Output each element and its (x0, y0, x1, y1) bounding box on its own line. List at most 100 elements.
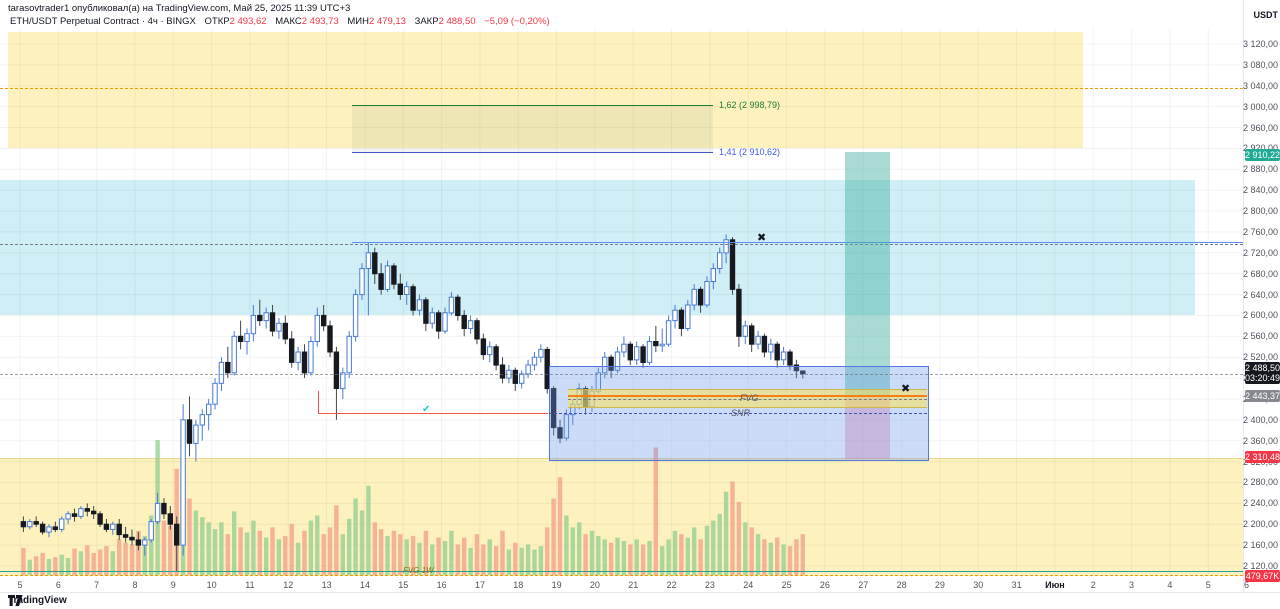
time-tick[interactable]: 7 (94, 580, 100, 590)
volume-bar (468, 547, 473, 575)
volume-bar (27, 559, 32, 575)
time-tick[interactable]: Июн (1045, 580, 1065, 590)
candle-body (614, 351, 621, 371)
cross-icon[interactable]: ✖ (901, 383, 911, 395)
time-tick[interactable]: 21 (628, 580, 639, 590)
time-tick[interactable]: 23 (704, 580, 715, 590)
volume-bar (353, 498, 358, 575)
volume-bar (640, 544, 646, 575)
time-tick[interactable]: 6 (1244, 580, 1250, 590)
volume-bar (570, 527, 575, 575)
time-tick[interactable]: 17 (474, 580, 485, 590)
time-tick[interactable]: 6 (55, 580, 61, 590)
volume-bar (340, 534, 345, 575)
volume-bar (423, 530, 429, 575)
volume-bar (302, 530, 307, 575)
volume-bar (232, 511, 237, 576)
volume-bar (391, 530, 397, 575)
candle-body (538, 348, 544, 358)
price-tick: 3 120,00 (1242, 39, 1278, 49)
time-tick[interactable]: 16 (436, 580, 447, 590)
volume-bar (698, 539, 703, 575)
candle-body (653, 341, 659, 347)
time-tick[interactable]: 27 (858, 580, 869, 590)
time-tick[interactable]: 30 (973, 580, 984, 590)
time-tick[interactable]: 25 (781, 580, 792, 590)
candle-body (634, 346, 640, 361)
candle-body (544, 348, 550, 390)
candle-body (429, 312, 436, 324)
time-tick[interactable]: 9 (170, 580, 176, 590)
volume-bar (430, 544, 435, 575)
candle-body (659, 343, 665, 347)
volume-bar (723, 491, 729, 575)
candle-body (314, 314, 321, 342)
candle-body (493, 346, 499, 366)
volume-bar (564, 515, 569, 575)
candle-body (391, 265, 397, 285)
candle-body (225, 361, 231, 374)
time-tick[interactable]: 28 (896, 580, 907, 590)
candle-body (384, 265, 391, 290)
time-tick[interactable]: 20 (589, 580, 600, 590)
time-tick[interactable]: 15 (398, 580, 409, 590)
time-tick[interactable]: 8 (132, 580, 138, 590)
time-tick[interactable]: 10 (206, 580, 217, 590)
time-tick[interactable]: 3 (1129, 580, 1135, 590)
time-tick[interactable]: 31 (1011, 580, 1022, 590)
candle-body (71, 513, 78, 517)
time-tick[interactable]: 24 (743, 580, 754, 590)
candle-body (295, 351, 301, 363)
price-tick: 2 280,00 (1242, 477, 1278, 488)
tradingview-logo[interactable]: TradingView (8, 595, 67, 606)
candle-body (33, 521, 39, 525)
time-tick[interactable]: 19 (551, 580, 562, 590)
candle-body (640, 346, 646, 363)
candle-body (154, 502, 161, 523)
candle-body (212, 382, 218, 405)
volume-bar (711, 520, 716, 575)
volume-bar (589, 530, 595, 575)
volume-bar (436, 537, 441, 575)
cross-icon[interactable]: ✖ (757, 232, 767, 244)
volume-bar (717, 513, 722, 575)
volume-bar (295, 542, 301, 575)
volume-bar (327, 527, 333, 575)
candle-body (519, 373, 525, 384)
time-tick[interactable]: 22 (666, 580, 677, 590)
candle-body (646, 341, 653, 363)
candle-body (448, 296, 455, 314)
price-tick: 2 960,00 (1242, 122, 1278, 133)
symbol-legend[interactable]: ETH/USDT Perpetual Contract · 4ч · BINGX… (10, 16, 550, 27)
volume-bar (634, 539, 639, 575)
time-tick[interactable]: 2 (1090, 580, 1096, 590)
high-label: МАКС (275, 16, 302, 27)
time-tick[interactable]: 5 (1205, 580, 1211, 590)
volume-bar (321, 534, 326, 575)
volume-bar (117, 539, 122, 575)
time-tick[interactable]: 14 (359, 580, 370, 590)
time-tick[interactable]: 4 (1167, 580, 1173, 590)
time-tick[interactable]: 5 (17, 580, 23, 590)
time-tick[interactable]: 26 (819, 580, 830, 590)
time-tick[interactable]: 12 (283, 580, 294, 590)
time-tick[interactable]: 18 (513, 580, 524, 590)
time-tick[interactable]: 13 (321, 580, 332, 590)
open-value: 2 493,62 (229, 16, 267, 27)
volume-bar (410, 535, 416, 575)
time-tick[interactable]: 11 (245, 580, 255, 590)
candle-body (665, 320, 672, 345)
time-tick[interactable]: 29 (934, 580, 945, 590)
volume-bar (398, 534, 403, 575)
volume-bar (315, 515, 320, 575)
close-label: ЗАКР (414, 16, 439, 27)
candle-body (231, 335, 237, 374)
volume-bar (481, 544, 486, 575)
check-icon[interactable]: ✔ (422, 404, 431, 415)
volume-bar (692, 527, 697, 575)
candle-body (148, 521, 154, 541)
chart-canvas[interactable] (0, 0, 1243, 592)
candle-body (621, 343, 627, 353)
volume-bar (532, 549, 537, 575)
price-axis[interactable]: USDT 3 120,00 3 080,00 3 040,00 3 000,00 2 9… (1243, 0, 1280, 592)
